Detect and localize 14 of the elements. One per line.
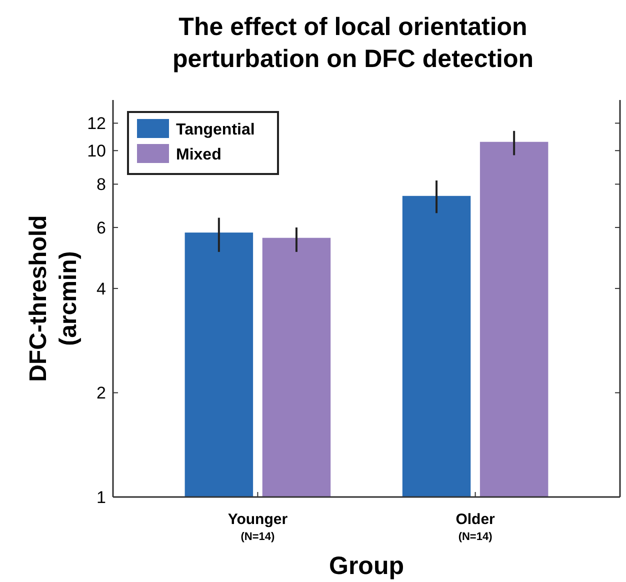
y-tick-label: 2 bbox=[96, 384, 106, 403]
y-tick-label: 12 bbox=[87, 114, 106, 134]
chart-title: The effect of local orientation perturbation on DFC detection bbox=[172, 13, 534, 73]
y-tick-label: 4 bbox=[96, 279, 106, 298]
x-axis-title: Group bbox=[329, 552, 404, 580]
legend-label: Tangential bbox=[176, 122, 255, 139]
y-tick-label: 8 bbox=[96, 175, 106, 194]
x-tick-label: Older (N=14) bbox=[456, 511, 496, 543]
x-tick-label: Younger (N=14) bbox=[228, 511, 288, 543]
y-tick-label: 6 bbox=[96, 218, 106, 238]
y-tick-label: 1 bbox=[96, 488, 106, 507]
legend-label: Mixed bbox=[176, 146, 222, 164]
y-tick-label: 10 bbox=[87, 142, 106, 161]
y-axis-title: DFC-threshold (arcmin) bbox=[25, 215, 82, 382]
